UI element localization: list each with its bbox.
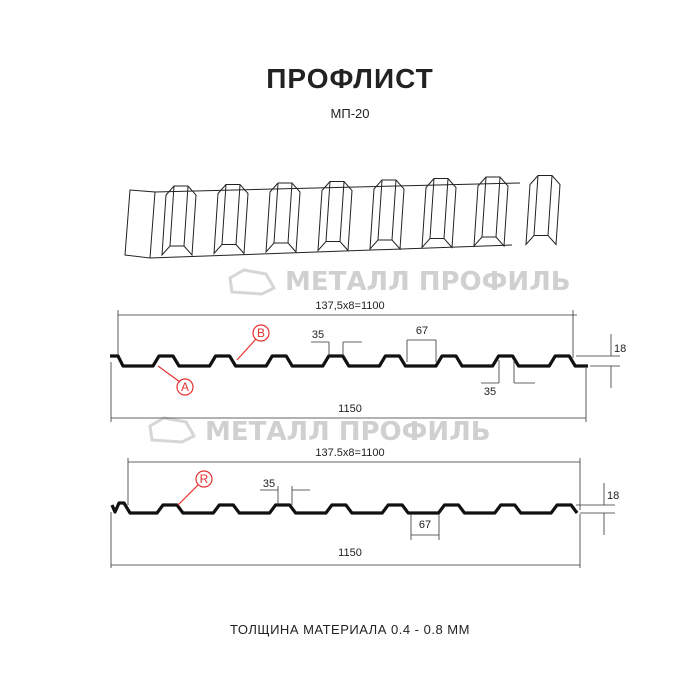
pitch-label: 137.5x8=1100	[315, 447, 384, 459]
sheet-rib	[317, 181, 353, 252]
page-title: ПРОФЛИСТ	[266, 63, 433, 94]
width-label: 1150	[338, 547, 362, 559]
sheet-rib	[369, 179, 405, 251]
width-label: 1150	[338, 403, 362, 415]
sheet-rib	[265, 182, 301, 254]
sheet-rib	[525, 175, 561, 246]
valley-label: 67	[416, 325, 428, 337]
marker-r-label: R	[200, 472, 209, 486]
isometric-sheet-illustration	[124, 175, 561, 259]
profile-b-shape	[110, 501, 579, 515]
height-label: 18	[607, 490, 619, 502]
bottom-top-width-label: 35	[484, 386, 496, 398]
marker-b-label: B	[257, 326, 265, 340]
height-label: 18	[614, 343, 626, 355]
sheet-rib	[421, 178, 457, 249]
watermark-logo: МЕТАЛЛ ПРОФИЛЬ	[148, 416, 491, 447]
material-thickness-note: ТОЛЩИНА МАТЕРИАЛА 0.4 - 0.8 ММ	[230, 622, 470, 637]
valley-label: 67	[419, 519, 431, 531]
top-width-label: 35	[263, 478, 275, 490]
sheet-rib	[213, 184, 249, 255]
marker-a-label: A	[181, 380, 189, 394]
profile-b: 137.5x8=1100 1150 35 67 18 R	[110, 447, 619, 568]
marker-r	[195, 470, 213, 488]
top-width-label: 35	[312, 329, 324, 341]
watermark-text: МЕТАЛЛ ПРОФИЛЬ	[285, 267, 571, 297]
watermark-logo: МЕТАЛЛ ПРОФИЛЬ	[228, 267, 571, 297]
watermark-text: МЕТАЛЛ ПРОФИЛЬ	[205, 417, 491, 447]
marker-a	[176, 378, 194, 396]
profile-a: 137,5х8=1100 1150 35 67 35 18 A B	[110, 300, 626, 422]
pitch-label: 137,5х8=1100	[315, 300, 384, 312]
sheet-rib	[161, 185, 197, 257]
marker-b	[252, 324, 270, 342]
profile-a-shape	[110, 354, 588, 368]
sheet-rib	[473, 176, 509, 248]
page-subtitle: МП-20	[331, 106, 370, 121]
